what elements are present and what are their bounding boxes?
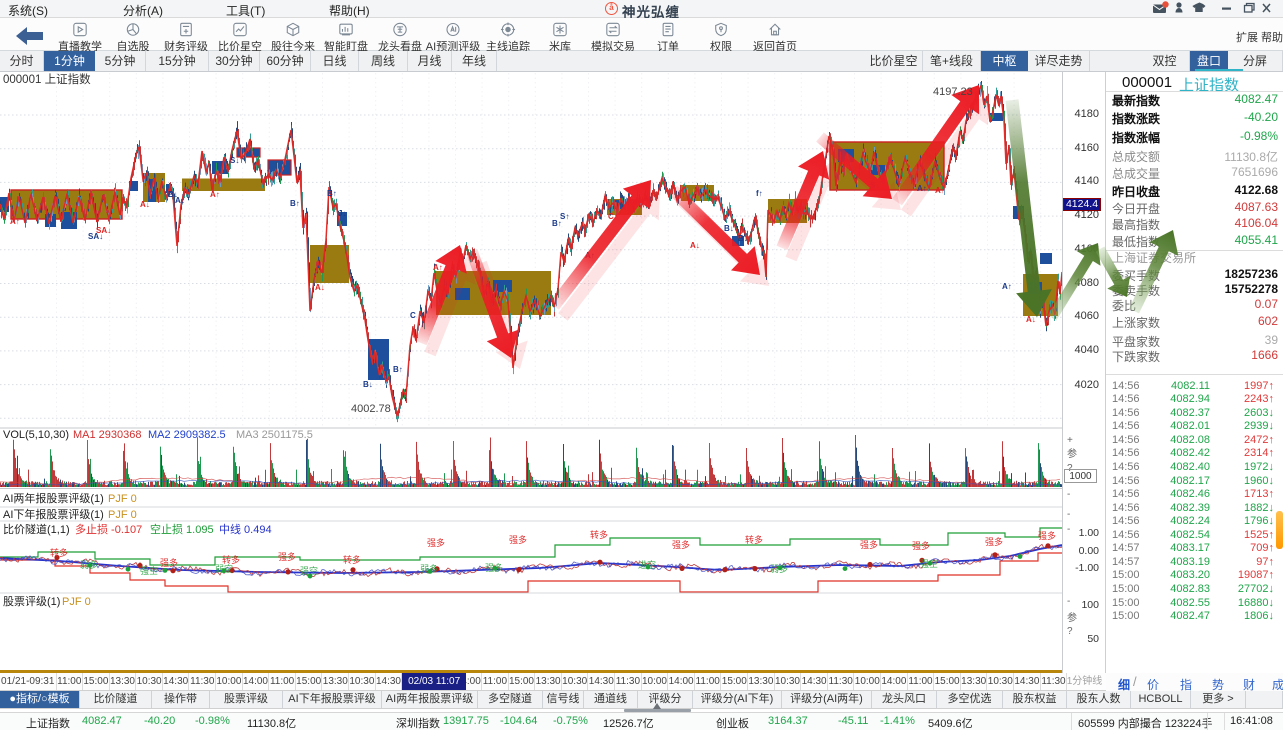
svg-text:C: C xyxy=(410,311,416,320)
svg-text:多止损 -0.107: 多止损 -0.107 xyxy=(75,522,142,536)
svg-text:B↓: B↓ xyxy=(363,380,373,389)
svg-text:强多: 强多 xyxy=(485,562,503,573)
svg-text:4002.78: 4002.78 xyxy=(351,403,391,415)
svg-text:空止损 1.095: 空止损 1.095 xyxy=(150,522,214,536)
svg-text:强空: 强空 xyxy=(920,558,938,569)
svg-text:弱多: 弱多 xyxy=(770,563,788,574)
svg-text:B↑: B↑ xyxy=(393,365,403,374)
svg-text:B↓: B↓ xyxy=(724,224,734,233)
svg-text:PJF 0: PJF 0 xyxy=(108,509,137,521)
svg-text:强多: 强多 xyxy=(427,537,445,548)
svg-text:强多: 强多 xyxy=(1038,530,1056,541)
svg-text:SA↓: SA↓ xyxy=(88,232,103,241)
svg-text:强多: 强多 xyxy=(672,539,690,550)
svg-text:000001 上证指数: 000001 上证指数 xyxy=(3,72,91,86)
svg-text:强空: 强空 xyxy=(140,565,158,576)
svg-text:MA1 2930368: MA1 2930368 xyxy=(73,429,142,441)
svg-text:强多: 强多 xyxy=(985,536,1003,547)
svg-text:S↑: S↑ xyxy=(560,212,569,221)
svg-text:强空: 强空 xyxy=(300,565,318,576)
svg-text:强多: 强多 xyxy=(160,557,178,568)
svg-text:强多: 强多 xyxy=(912,540,930,551)
svg-text:A↑: A↑ xyxy=(433,263,443,272)
svg-text:C↑: C↑ xyxy=(608,212,618,221)
svg-text:比价隧道(1,1): 比价隧道(1,1) xyxy=(3,522,70,536)
svg-text:股票评级(1): 股票评级(1) xyxy=(3,595,60,608)
svg-text:J↓: J↓ xyxy=(338,209,346,218)
svg-text:SA↓: SA↓ xyxy=(96,226,111,235)
svg-text:转多: 转多 xyxy=(590,529,608,540)
svg-text:B↓: B↓ xyxy=(738,234,748,243)
svg-text:进空: 进空 xyxy=(638,559,656,570)
svg-text:AI两年报股票评级(1): AI两年报股票评级(1) xyxy=(3,491,104,505)
svg-text:PJF 0: PJF 0 xyxy=(108,493,137,505)
svg-text:强多: 强多 xyxy=(278,551,296,562)
svg-text:B↑: B↑ xyxy=(552,219,562,228)
svg-text:AI下年报股票评级(1): AI下年报股票评级(1) xyxy=(3,507,104,521)
svg-text:强多: 强多 xyxy=(860,539,878,550)
svg-text:弱多: 弱多 xyxy=(80,559,98,570)
svg-text:弱空: 弱空 xyxy=(215,563,233,574)
svg-text:A↑: A↑ xyxy=(917,184,927,193)
svg-text:A↓: A↓ xyxy=(1026,315,1036,324)
svg-text:A↓: A↓ xyxy=(140,200,150,209)
svg-text:A↑: A↑ xyxy=(10,217,20,226)
svg-text:S↓: S↓ xyxy=(230,156,239,165)
svg-text:MA3 2501175.5: MA3 2501175.5 xyxy=(236,429,313,441)
svg-text:转多: 转多 xyxy=(745,534,763,545)
svg-text:转多: 转多 xyxy=(50,547,68,558)
svg-text:转多: 转多 xyxy=(343,554,361,565)
svg-text:VOL(5,10,30): VOL(5,10,30) xyxy=(3,429,69,441)
svg-text:B↑: B↑ xyxy=(290,199,300,208)
svg-text:A↑: A↑ xyxy=(1002,282,1012,291)
svg-text:弱多: 弱多 xyxy=(420,563,438,574)
svg-text:A↓: A↓ xyxy=(690,241,700,250)
svg-text:B↓: B↓ xyxy=(168,190,178,199)
svg-text:PJF 0: PJF 0 xyxy=(62,596,91,608)
svg-text:4197.23: 4197.23 xyxy=(933,86,973,98)
svg-text:A↓: A↓ xyxy=(315,283,325,292)
svg-text:转多: 转多 xyxy=(222,554,240,565)
svg-text:A↑: A↑ xyxy=(266,172,276,181)
svg-text:强多: 强多 xyxy=(509,534,527,545)
svg-text:MA2 2909382.5: MA2 2909382.5 xyxy=(148,429,226,441)
svg-text:A↑: A↑ xyxy=(210,190,220,199)
svg-text:中线 0.494: 中线 0.494 xyxy=(219,522,272,536)
svg-text:B↑: B↑ xyxy=(327,189,337,198)
svg-text:A↑: A↑ xyxy=(935,186,945,195)
svg-text:f↑: f↑ xyxy=(756,189,763,198)
svg-text:A↓: A↓ xyxy=(175,196,185,205)
